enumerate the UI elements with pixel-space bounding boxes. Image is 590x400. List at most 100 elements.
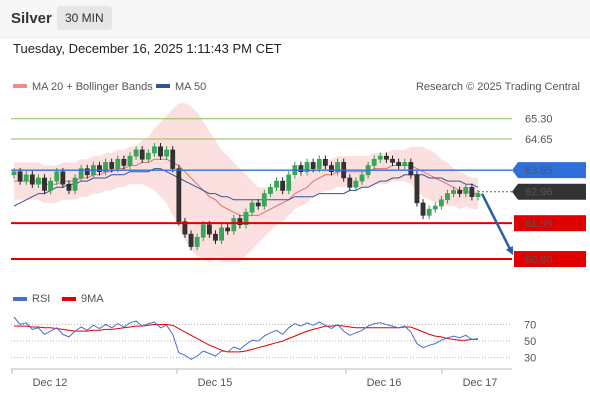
pivot-label: 63.65 [512,162,586,179]
candle [384,152,389,163]
candle [225,224,231,235]
candle [347,174,353,192]
candle [438,196,444,210]
candle [243,208,249,229]
legend-label-9ma: 9MA [81,293,104,305]
candle [158,143,163,160]
candle [445,189,450,204]
candle [426,205,432,220]
candle [329,161,334,176]
last-price-label: 62.96 [512,183,586,200]
candle [152,143,157,157]
candle [145,149,151,163]
candle [29,171,35,188]
candle [298,161,304,176]
candle [194,233,200,251]
candle [60,167,66,188]
ma50-line [13,168,479,207]
candle [103,158,108,176]
candle [359,171,365,185]
rsi-tick-label: 30 [524,353,536,365]
time-axis: Dec 12 Dec 15 Dec 16 Dec 17 [11,368,512,389]
candle [36,174,41,188]
level-labels: 65.30 64.65 63.65 62.96 61.95 60.80 [512,114,586,268]
candle [231,214,237,235]
resistance-label-2: 64.65 [525,134,553,146]
candle [213,230,218,245]
candle [78,164,84,182]
candle [420,199,426,220]
resistance-lines [11,118,512,140]
legend-swatch-ma50 [156,84,170,88]
candle [377,152,383,163]
legend-swatch-9ma [62,297,76,301]
rsi-legend: RSI 9MA [13,293,104,305]
candle [414,171,420,207]
candle [72,174,78,195]
candle [188,230,194,251]
timestamp: Tuesday, December 16, 2025 1:11:43 PM CE… [13,41,282,56]
candle [84,164,90,179]
candle [335,158,340,176]
support-label-2: 60.80 [514,251,586,268]
candle [457,186,463,198]
candle [402,158,408,170]
legend-label-ma50: MA 50 [175,81,206,93]
legend-label-rsi: RSI [32,293,50,305]
level-lines [11,169,513,261]
svg-text:63.65: 63.65 [525,165,553,177]
interval-badge[interactable]: 30 MIN [57,6,112,30]
candle [371,155,377,170]
candle [463,183,469,198]
candle [286,171,292,195]
candle [164,146,170,160]
resistance-label-1: 65.30 [525,114,553,126]
candle [170,146,176,173]
rsi-tick-label: 50 [524,336,536,348]
svg-text:61.95: 61.95 [525,218,553,230]
symbol-title: Silver [11,10,52,27]
projection-arrow-shaft [480,193,512,250]
candle [249,199,255,217]
rsi-tick-label: 70 [524,319,536,331]
x-tick-label: Dec 17 [463,377,498,389]
candle [432,202,438,213]
candle [42,174,47,195]
candle [353,177,359,192]
candle [451,186,456,198]
candle [23,171,29,185]
candle [322,155,328,170]
copyright-text: Research © 2025 Trading Central [416,81,580,93]
bollinger-band-area [14,103,478,263]
candle [97,161,102,176]
main-legend: MA 20 + Bollinger Bands MA 50 Research ©… [13,81,580,93]
candle [48,177,54,195]
candle [133,146,139,160]
legend-swatch-rsi [13,297,27,301]
support-label-1: 61.95 [514,215,586,232]
rsi-panel: 70 50 30 [11,316,536,365]
candle [390,155,395,167]
candle [396,158,402,170]
candle [66,180,72,195]
candle [469,183,475,201]
candle [268,183,273,198]
candle [304,158,310,176]
legend-swatch-ma20 [13,84,27,88]
candle [237,214,243,229]
bollinger-band-fill [14,103,478,263]
x-tick-label: Dec 16 [367,377,402,389]
candle [255,199,261,210]
candle [127,152,133,170]
candle [182,217,188,238]
candle [408,158,414,179]
candle [176,164,182,226]
legend-label-ma20: MA 20 + Bollinger Bands [32,81,153,93]
candle [261,189,267,210]
rsi-line [13,316,479,360]
svg-text:62.96: 62.96 [525,187,553,199]
x-tick-label: Dec 15 [198,377,233,389]
projection-arrow-head [505,246,513,256]
candlesticks [11,143,481,251]
